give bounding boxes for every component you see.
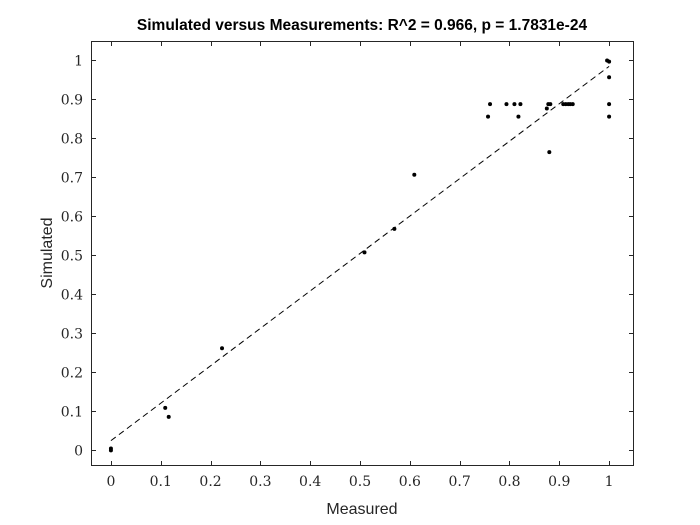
plot-area (91, 41, 634, 466)
x-axis-ticks: 0 0.1 0.2 0.3 0.4 0.5 0.6 0.7 0.8 0.9 1 (106, 41, 614, 490)
data-point (392, 226, 397, 231)
data-point (516, 114, 521, 119)
data-point (412, 172, 417, 177)
data-point (220, 346, 225, 351)
y-tick-label: 0.3 (61, 326, 83, 342)
chart-title: Simulated versus Measurements: R^2 = 0.9… (137, 17, 588, 34)
data-point (548, 102, 553, 107)
x-tick-label: 0 (106, 474, 115, 490)
x-tick-label: 0.8 (498, 474, 520, 490)
y-tick-label: 0.6 (61, 209, 83, 225)
y-tick-label: 0.4 (61, 287, 83, 303)
data-point (544, 106, 549, 111)
y-tick-label: 0.7 (61, 170, 83, 186)
x-tick-label: 0.9 (548, 474, 570, 490)
x-axis-label: Measured (326, 501, 397, 518)
y-axis-ticks: 0 0.1 0.2 0.3 0.4 0.5 0.6 0.7 0.8 0.9 1 (61, 53, 634, 459)
x-tick-label: 1 (605, 474, 614, 490)
y-tick-label: 0.1 (61, 404, 83, 420)
data-point (547, 150, 552, 155)
data-point (166, 414, 171, 419)
y-tick-label: 0.8 (61, 131, 83, 147)
y-tick-label: 0.2 (61, 365, 83, 381)
data-point (488, 102, 493, 107)
data-points (108, 58, 612, 453)
fit-line (110, 65, 610, 442)
data-point (504, 102, 509, 107)
data-point (512, 102, 517, 107)
data-point (607, 102, 612, 107)
axes-frame (91, 41, 634, 466)
data-point (486, 114, 491, 119)
data-point (607, 59, 612, 64)
y-axis-label: Simulated (39, 217, 56, 288)
x-tick-label: 0.6 (399, 474, 421, 490)
data-point (607, 114, 612, 119)
data-point (362, 250, 367, 255)
x-tick-label: 0.1 (150, 474, 172, 490)
data-point (607, 75, 612, 80)
data-point (108, 446, 113, 451)
x-tick-label: 0.2 (199, 474, 221, 490)
x-tick-label: 0.4 (299, 474, 321, 490)
fit-line-layer (110, 65, 610, 442)
x-tick-label: 0.7 (449, 474, 471, 490)
data-point (518, 102, 523, 107)
x-tick-label: 0.5 (349, 474, 371, 490)
data-point (570, 102, 575, 107)
y-tick-label: 0 (74, 443, 83, 459)
y-tick-label: 1 (74, 53, 83, 69)
data-point (163, 405, 168, 410)
x-tick-label: 0.3 (249, 474, 271, 490)
y-tick-label: 0.9 (61, 92, 83, 108)
y-tick-label: 0.5 (61, 248, 83, 264)
